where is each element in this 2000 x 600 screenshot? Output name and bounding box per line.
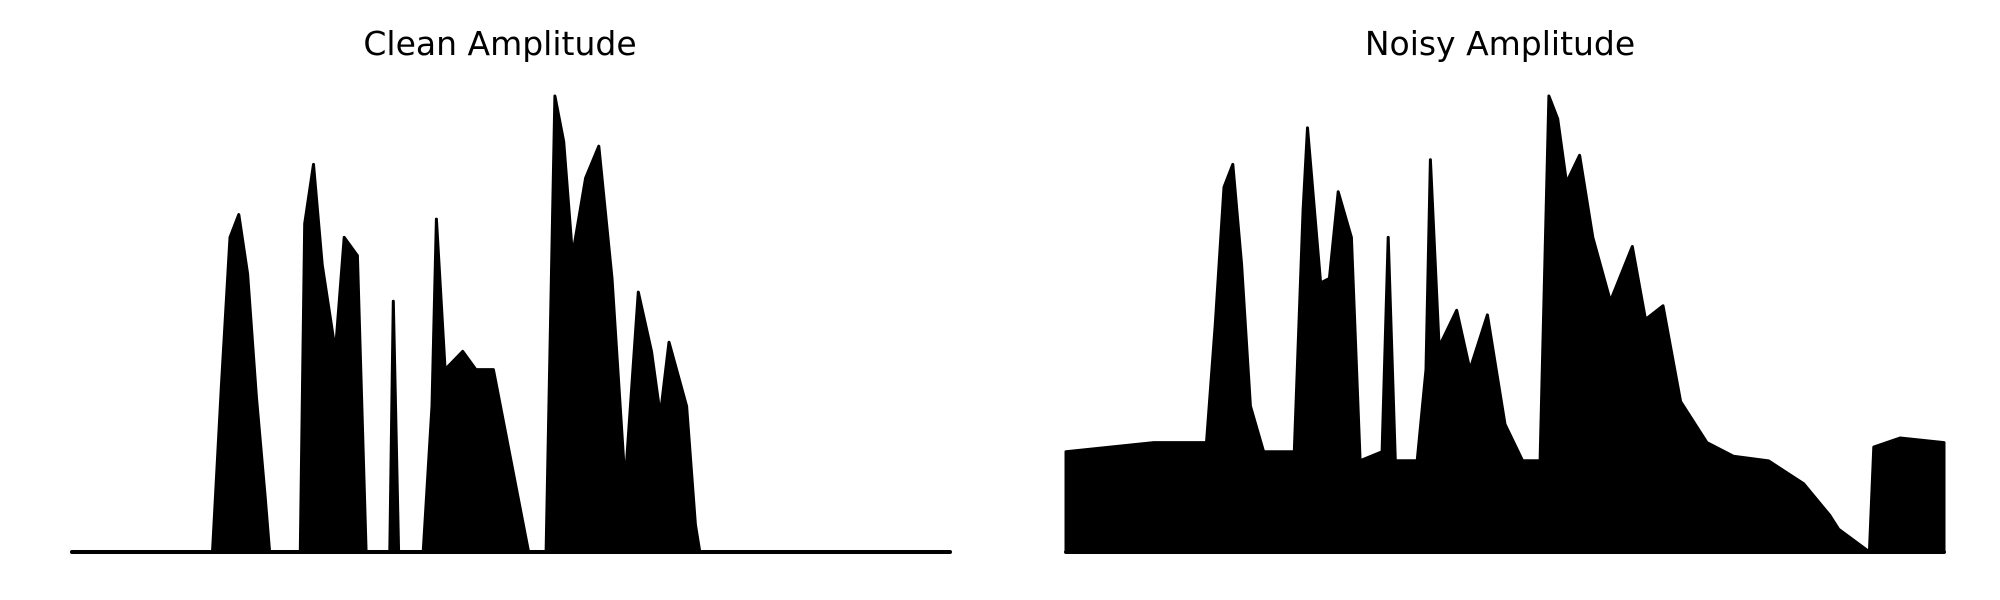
amplitude-waveform xyxy=(1064,94,1946,554)
chart-title: Clean Amplitude xyxy=(363,24,637,63)
noisy-amplitude-panel: Noisy Amplitude xyxy=(1000,0,2000,600)
clean-amplitude-panel: Clean Amplitude xyxy=(70,24,952,554)
amplitude-waveform xyxy=(70,94,952,554)
noisy-amplitude-plot xyxy=(1064,94,1946,554)
chart-title: Noisy Amplitude xyxy=(1364,24,1636,63)
clean-amplitude-plot xyxy=(70,94,952,554)
